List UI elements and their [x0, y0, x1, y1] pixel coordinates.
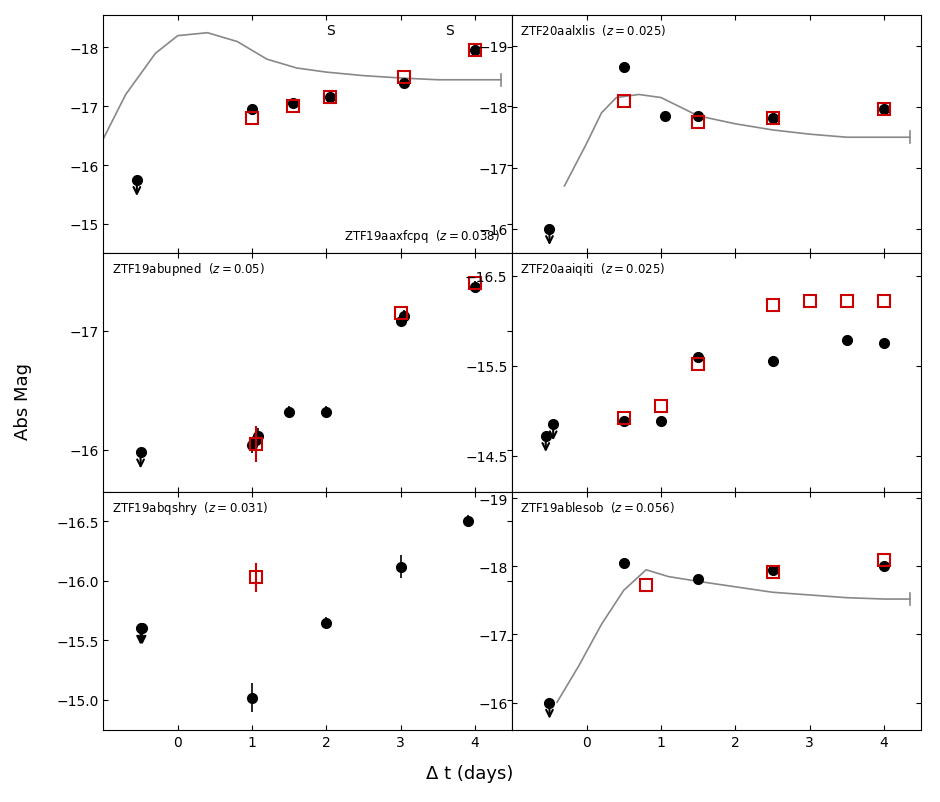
Text: S: S — [326, 24, 335, 38]
Text: ZTF20aalxlis  ($z = 0.025$): ZTF20aalxlis ($z = 0.025$) — [521, 23, 666, 38]
Text: Abs Mag: Abs Mag — [14, 363, 33, 439]
Text: Δ t (days): Δ t (days) — [427, 764, 513, 782]
Text: ZTF19abqshry  ($z = 0.031$): ZTF19abqshry ($z = 0.031$) — [112, 499, 268, 516]
Text: ZTF20aaiqiti  ($z = 0.025$): ZTF20aaiqiti ($z = 0.025$) — [521, 261, 666, 278]
Text: ZTF19abupned  ($z = 0.05$): ZTF19abupned ($z = 0.05$) — [112, 261, 265, 278]
Text: S: S — [445, 24, 453, 38]
Text: ZTF19aaxfcpq  ($z = 0.038$): ZTF19aaxfcpq ($z = 0.038$) — [344, 228, 500, 245]
Text: ZTF19ablesob  ($z = 0.056$): ZTF19ablesob ($z = 0.056$) — [521, 499, 675, 514]
